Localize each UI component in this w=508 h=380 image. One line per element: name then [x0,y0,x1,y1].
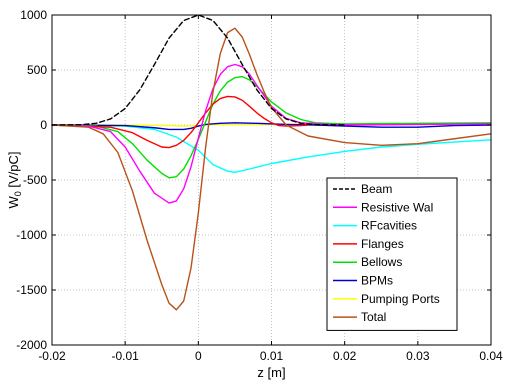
series-line-resistive-wal [51,63,492,204]
series-line-total [51,27,492,311]
series-line-flanges [51,95,309,149]
y-tick-label: -500 [23,173,47,187]
y-axis-label: W0 [V/pC] [6,151,23,208]
y-tick-label: 500 [27,63,47,77]
x-tick-label: -0.01 [111,349,139,363]
legend-label: Resistive Wal [361,200,433,214]
legend-box [326,177,458,331]
y-axis-label-subscript: 0 [13,191,23,196]
series-line-bpms [51,122,492,131]
series-line-bellows [51,75,492,179]
series-line-rfcavities [51,124,492,173]
x-tick-label: 0 [195,349,202,363]
legend-label: Bellows [361,255,402,269]
x-tick-label: 0.02 [333,349,357,363]
y-tick-label: 0 [40,118,47,132]
x-tick-label: -0.02 [38,349,66,363]
x-tick-label: 0.01 [260,349,284,363]
y-tick-label: -1000 [16,228,47,242]
legend: Beam Resistive Wal RFcavities Flanges Bellow… [326,177,458,331]
x-axis-label: z [m] [257,365,285,380]
series-lines [51,14,492,311]
y-axis-label-unit: [V/pC] [6,151,21,191]
legend-label: Total [361,310,386,324]
y-tick-label: -2000 [16,338,47,352]
legend-label: BPMs [361,274,393,288]
series-line-beam [51,14,346,126]
y-axis-label-main: W [6,196,21,209]
x-tick-label: 0.04 [479,349,503,363]
legend-label: Flanges [361,237,404,251]
y-tick-label: -1500 [16,283,47,297]
axis-ticks: -0.02 -0.01 0 0.01 0.02 0.03 0.04 -2000 -1500 -10… [16,8,503,363]
legend-label: Beam [361,182,392,196]
legend-label: Pumping Ports [361,292,440,306]
x-tick-label: 0.03 [406,349,430,363]
y-tick-label: 1000 [20,8,47,22]
legend-label: RFcavities [361,219,417,233]
